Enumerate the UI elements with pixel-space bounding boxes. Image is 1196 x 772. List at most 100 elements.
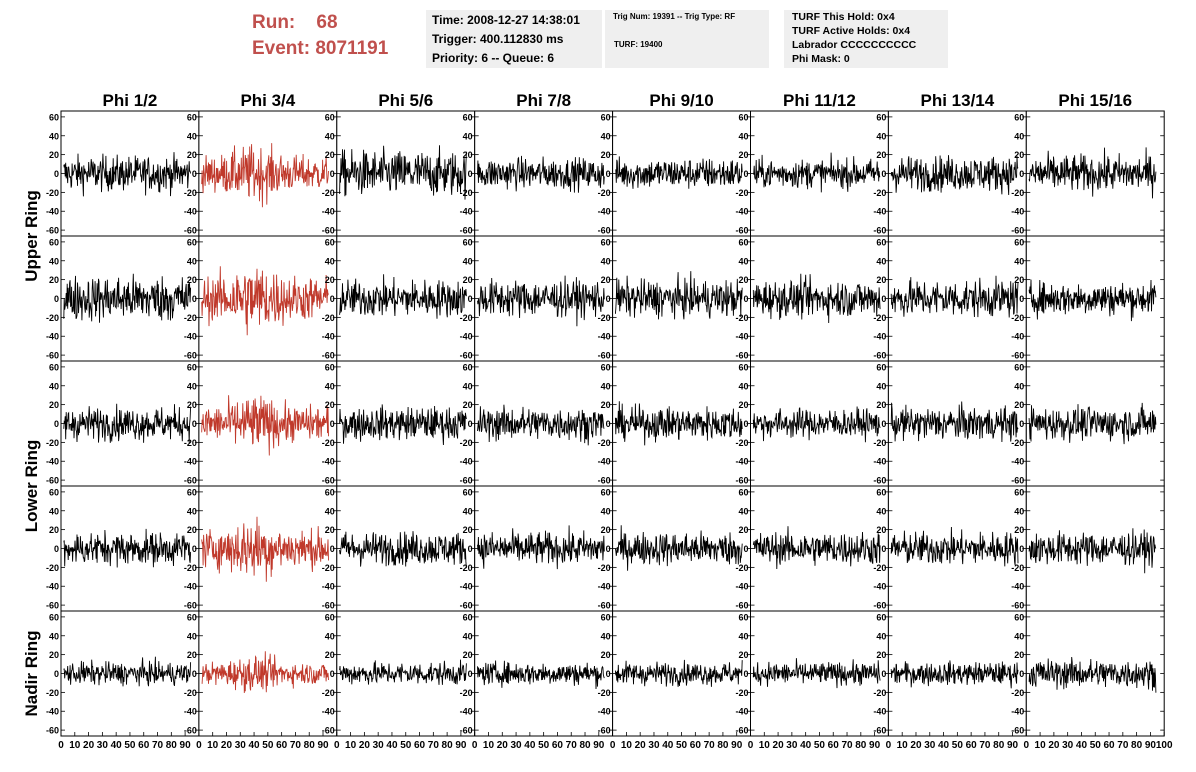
y-tick-label: 20 [601, 650, 611, 660]
y-tick-label: -20 [460, 313, 473, 323]
y-tick-label: -60 [1011, 601, 1024, 611]
y-tick-label: 40 [601, 131, 611, 141]
x-tick-label: 20 [1048, 740, 1060, 751]
waveform-trace [890, 660, 1019, 689]
y-tick-label: -60 [460, 601, 473, 611]
y-tick-label: -60 [873, 726, 886, 736]
y-tick-label: -60 [735, 226, 748, 236]
y-tick-label: 60 [187, 112, 197, 122]
x-tick-label: 80 [1131, 740, 1143, 751]
y-tick-label: 40 [876, 256, 886, 266]
y-tick-label: 60 [463, 487, 473, 497]
waveform-trace [1028, 279, 1157, 322]
y-tick-label: 20 [49, 650, 59, 660]
y-tick-label: 20 [1014, 275, 1024, 285]
y-tick-label: 0 [54, 294, 59, 304]
y-tick-label: 0 [468, 419, 473, 429]
x-tick-label: 90 [1145, 740, 1157, 751]
y-tick-label: -60 [46, 226, 59, 236]
y-tick-label: -60 [46, 601, 59, 611]
waveform-trace [63, 273, 192, 323]
y-tick-label: -20 [460, 438, 473, 448]
waveform-trace [201, 395, 329, 456]
y-tick-label: 0 [54, 669, 59, 679]
y-tick-label: 0 [468, 669, 473, 679]
y-tick-label: 40 [876, 381, 886, 391]
y-tick-label: 0 [192, 169, 197, 179]
y-tick-label: 60 [463, 362, 473, 372]
y-tick-label: 20 [1014, 650, 1024, 660]
y-tick-label: -60 [322, 601, 335, 611]
y-tick-label: -40 [1011, 582, 1024, 592]
y-tick-label: 0 [330, 294, 335, 304]
y-tick-label: 40 [876, 631, 886, 641]
x-tick-label: 40 [111, 740, 123, 751]
y-tick-label: -40 [873, 207, 886, 217]
x-tick-label: 30 [648, 740, 660, 751]
y-tick-label: 0 [743, 294, 748, 304]
waveform-trace [614, 271, 743, 320]
x-tick-label: 30 [511, 740, 523, 751]
panel-frame [750, 110, 889, 237]
y-tick-label: 60 [49, 612, 59, 622]
y-tick-label: -20 [873, 313, 886, 323]
x-tick-label: 70 [704, 740, 716, 751]
waveform-trace [201, 516, 329, 582]
y-tick-label: 20 [187, 150, 197, 160]
y-tick-label: -60 [46, 351, 59, 361]
y-tick-label: 60 [187, 237, 197, 247]
column-label-4: Phi 7/8 [516, 91, 571, 110]
column-label-2: Phi 3/4 [240, 91, 295, 110]
waveform-trace [614, 525, 743, 571]
row-label-2: Lower Ring [22, 440, 41, 533]
y-tick-label: 60 [325, 612, 335, 622]
y-tick-label: 0 [192, 669, 197, 679]
waveform-trace [477, 275, 605, 327]
y-tick-label: -20 [1011, 313, 1024, 323]
column-label-7: Phi 13/14 [920, 91, 994, 110]
x-tick-label: 10 [345, 740, 357, 751]
y-tick-label: 0 [606, 544, 611, 554]
y-tick-label: 20 [463, 275, 473, 285]
y-tick-label: 60 [738, 112, 748, 122]
y-tick-label: 60 [1014, 487, 1024, 497]
run-value: 68 [316, 12, 338, 33]
y-tick-label: -20 [735, 188, 748, 198]
y-tick-label: 20 [601, 275, 611, 285]
y-tick-label: -20 [322, 438, 335, 448]
y-tick-label: 20 [1014, 150, 1024, 160]
x-tick-label: 60 [138, 740, 150, 751]
y-tick-label: 40 [325, 631, 335, 641]
y-tick-label: 60 [738, 237, 748, 247]
turf-line: TURF: 19400 [614, 40, 663, 49]
x-tick-label: 60 [552, 740, 564, 751]
y-tick-label: 20 [49, 275, 59, 285]
y-tick-label: -60 [184, 351, 197, 361]
y-tick-label: 20 [876, 150, 886, 160]
x-tick-label: 50 [676, 740, 688, 751]
waveform-trace [890, 275, 1019, 318]
y-tick-label: 20 [738, 650, 748, 660]
y-tick-label: -20 [598, 438, 611, 448]
y-tick-label: 60 [876, 612, 886, 622]
y-tick-label: -20 [598, 563, 611, 573]
y-tick-label: 60 [1014, 362, 1024, 372]
waveform-trace [752, 658, 881, 689]
y-tick-label: -20 [184, 313, 197, 323]
y-tick-label: -40 [322, 457, 335, 467]
y-tick-label: 40 [601, 381, 611, 391]
y-tick-label: -40 [184, 707, 197, 717]
y-tick-label: 0 [1019, 419, 1024, 429]
column-label-5: Phi 9/10 [649, 91, 713, 110]
y-tick-label: -40 [46, 332, 59, 342]
y-tick-label: 0 [54, 544, 59, 554]
x-tick-label: 90 [180, 740, 192, 751]
y-tick-label: -60 [873, 601, 886, 611]
y-tick-label: -20 [873, 688, 886, 698]
y-tick-label: 20 [1014, 400, 1024, 410]
y-tick-label: 60 [463, 237, 473, 247]
x-tick-label: 20 [635, 740, 647, 751]
y-tick-label: 0 [192, 419, 197, 429]
y-tick-label: 40 [463, 506, 473, 516]
y-tick-label: -40 [873, 332, 886, 342]
